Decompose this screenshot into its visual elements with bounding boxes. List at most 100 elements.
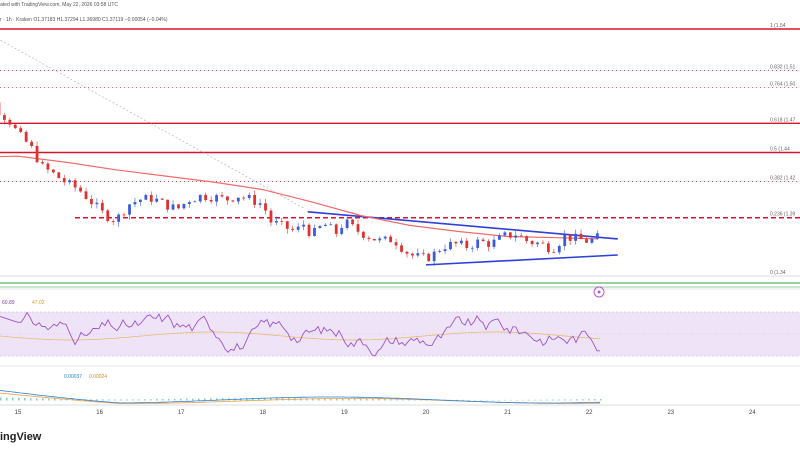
candle-body — [215, 195, 218, 202]
x-tick-label: 20 — [423, 410, 430, 416]
macd-histogram-bar — [60, 398, 62, 401]
candle-body — [236, 197, 240, 202]
macd-histogram-bar — [474, 399, 476, 401]
candle-body — [24, 131, 28, 142]
fib-label-0: 1 (1.54 — [770, 23, 786, 29]
candle-body — [530, 240, 534, 245]
candle-body — [459, 240, 463, 244]
candle-body — [421, 253, 425, 255]
candle-body — [367, 237, 371, 239]
macd-histogram-bar — [522, 399, 524, 401]
macd-histogram-bar — [528, 399, 530, 401]
candle-body — [487, 241, 490, 247]
ohlc-header: r · 1h · Kraken O1.37183 H1.37294 L1.369… — [0, 17, 168, 23]
candle-body — [226, 196, 229, 201]
candle-body — [19, 128, 23, 132]
macd-histogram-bar — [492, 399, 494, 401]
moving-average — [0, 155, 598, 240]
macd-histogram-bar — [498, 399, 500, 401]
candle-body — [563, 234, 567, 247]
fib-label-6: 0.236 (1.39 — [770, 212, 796, 218]
macd-histogram-bar — [336, 398, 338, 401]
macd-histogram-bar — [564, 399, 566, 401]
candle-body — [280, 221, 284, 222]
candle-body — [313, 227, 316, 236]
candle-body — [106, 210, 110, 222]
candle-body — [465, 240, 469, 248]
candle-body — [13, 124, 17, 129]
candle-body — [416, 253, 420, 256]
macd-histogram-bar — [510, 399, 512, 401]
tradingview-logo[interactable]: ingView — [0, 431, 41, 443]
candle-body — [79, 187, 82, 192]
macd-histogram-bar — [348, 398, 350, 401]
candle-body — [389, 236, 393, 243]
macd-histogram-bar — [0, 397, 2, 401]
macd-histogram-bar — [456, 399, 458, 401]
macd-histogram-bar — [516, 399, 518, 401]
macd-histogram-bar — [168, 398, 170, 401]
x-tick-label: 18 — [259, 410, 266, 416]
macd-histogram-bar — [264, 398, 266, 401]
macd-histogram-bar — [318, 398, 320, 401]
fib-label-3: 0.618 (1.47 — [770, 117, 796, 123]
ohlc-values: r · 1h · Kraken O1.37183 H1.37294 L1.369… — [0, 17, 168, 23]
fib-levels: 1 (1.54 0.832 (1.51 0.764 (1.50 0.618 (1.47… — [0, 23, 800, 288]
trendline-support[interactable] — [425, 254, 618, 266]
macd-histogram-bar — [504, 399, 506, 401]
candle-body — [149, 194, 153, 202]
candle-body — [117, 214, 121, 222]
candle-body — [57, 172, 61, 179]
macd-histogram-bar — [102, 399, 104, 401]
candle-body — [351, 219, 354, 225]
brand-text: ingView — [0, 431, 42, 443]
trendline-resistance[interactable] — [307, 210, 618, 240]
macd-histogram-bar — [270, 398, 272, 401]
macd-histogram-bar — [12, 397, 14, 401]
candle-body — [557, 246, 561, 253]
trendlines[interactable] — [307, 210, 618, 266]
macd-histogram-bar — [582, 399, 584, 401]
candle-body — [187, 202, 191, 204]
macd-histogram-bar — [252, 398, 254, 401]
macd-histogram-bar — [546, 399, 548, 401]
candles — [0, 102, 599, 266]
macd-histogram-bar — [96, 399, 98, 401]
candle-body — [492, 239, 496, 247]
candle-body — [253, 195, 257, 205]
macd-histogram-bar — [30, 398, 32, 401]
candle-body — [68, 180, 72, 183]
x-tick-label: 15 — [15, 410, 22, 416]
macd-histogram-bar — [372, 398, 374, 401]
candle-body — [193, 201, 197, 203]
x-tick-label: 22 — [586, 410, 593, 416]
signal-value-label: 0.00024 — [89, 374, 107, 380]
macd-histogram-bar — [120, 399, 122, 401]
rsi-value-label: 60.89 — [2, 300, 15, 306]
candle-body — [307, 224, 311, 236]
candle-body — [95, 202, 99, 205]
candle-body — [525, 236, 529, 241]
candle-body — [231, 200, 235, 202]
macd-histogram-bar — [18, 397, 20, 401]
macd-histogram-bar — [138, 399, 140, 401]
macd-histogram-bar — [324, 398, 326, 401]
candle-body — [128, 204, 131, 215]
candle-body — [122, 214, 126, 216]
x-tick-label: 17 — [178, 410, 185, 416]
macd-histogram-bar — [108, 399, 110, 401]
candle-body — [568, 234, 572, 241]
macd-histogram-bar — [48, 398, 50, 401]
candle-body — [590, 238, 594, 243]
candle-body — [449, 241, 452, 250]
candle-body — [302, 224, 305, 227]
candle-body — [394, 242, 398, 246]
alert-marker-icon[interactable] — [593, 286, 605, 298]
time-axis[interactable]: 15 16 17 18 19 20 21 22 23 24 — [15, 410, 757, 416]
x-tick-label: 23 — [667, 410, 674, 416]
candle-body — [264, 203, 267, 211]
macd-histogram-bar — [330, 398, 332, 401]
candle-body — [269, 210, 273, 223]
fib-label-1: 0.832 (1.51 — [770, 64, 796, 70]
candle-body — [247, 195, 251, 198]
